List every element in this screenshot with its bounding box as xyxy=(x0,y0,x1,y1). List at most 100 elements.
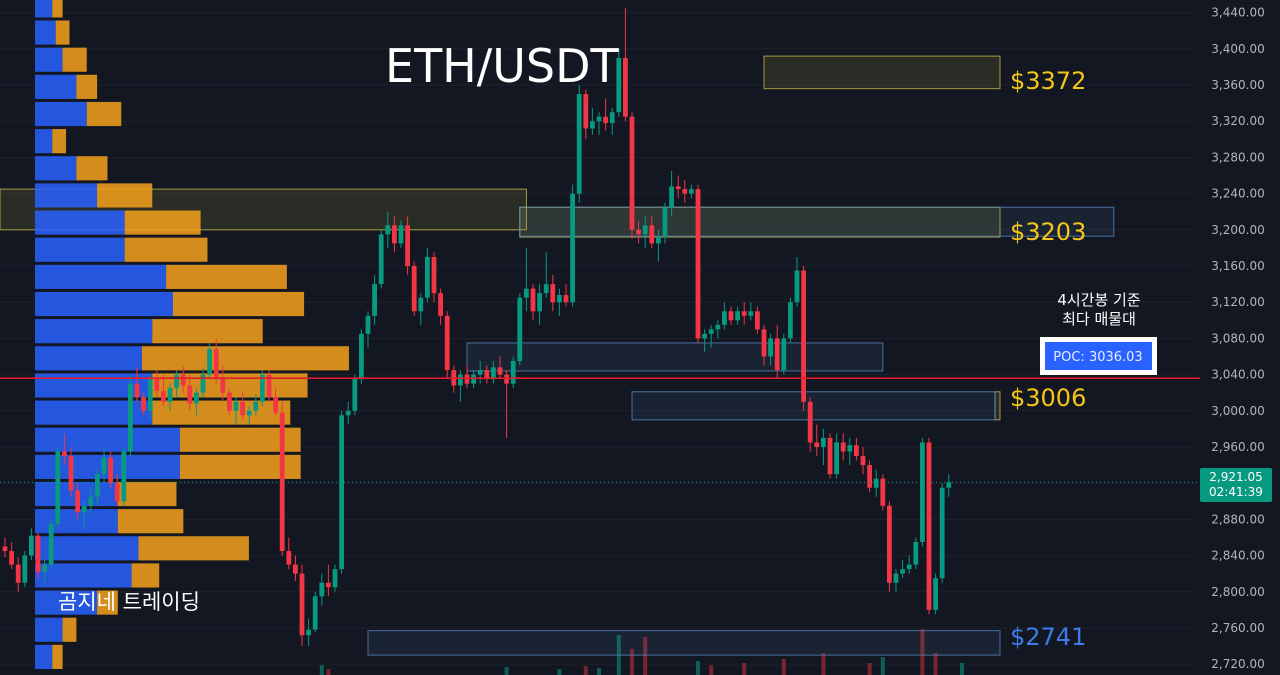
volume-profile-down xyxy=(125,211,201,235)
candle-up xyxy=(247,411,252,416)
candle-down xyxy=(841,442,846,451)
candle-up xyxy=(788,302,793,338)
candle-down xyxy=(108,458,113,483)
candle-down xyxy=(220,379,225,393)
y-tick-label: 3,320.00 xyxy=(1211,114,1264,128)
volume-profile-up xyxy=(35,21,56,45)
volume-bar xyxy=(782,659,786,675)
y-tick-label: 3,240.00 xyxy=(1211,187,1264,201)
candle-up xyxy=(234,402,239,411)
volume-bar xyxy=(597,668,601,675)
y-tick-label: 2,880.00 xyxy=(1211,512,1264,526)
volume-profile-up xyxy=(35,265,166,289)
volume-profile-up xyxy=(35,102,87,126)
candle-down xyxy=(887,506,892,583)
candle-down xyxy=(867,465,872,488)
y-tick-label: 3,120.00 xyxy=(1211,295,1264,309)
candle-down xyxy=(161,391,166,402)
candle-up xyxy=(748,311,753,316)
volume-bar xyxy=(868,663,872,675)
candle-up xyxy=(366,316,371,334)
candle-down xyxy=(762,329,767,356)
zone-yellow xyxy=(995,392,1000,420)
candle-up xyxy=(148,379,153,411)
y-tick-label: 3,000.00 xyxy=(1211,404,1264,418)
volume-profile-down xyxy=(173,292,304,316)
volume-bar xyxy=(557,669,561,675)
candle-up xyxy=(491,367,496,379)
chart-title: ETH/USDT xyxy=(385,39,620,93)
candle-up xyxy=(49,524,54,565)
candle-down xyxy=(861,456,866,465)
volume-profile-up xyxy=(35,618,63,642)
candle-down xyxy=(392,225,397,243)
level-label-3203: $3203 xyxy=(1010,218,1086,246)
candle-up xyxy=(22,556,27,583)
candle-up xyxy=(795,271,800,303)
candle-up xyxy=(121,452,126,502)
volume-profile-down xyxy=(87,102,122,126)
candle-up xyxy=(379,234,384,284)
volume-bar xyxy=(696,661,700,675)
volume-profile-down xyxy=(142,346,349,370)
volume-profile-down xyxy=(125,238,208,262)
candle-up xyxy=(82,506,87,512)
candle-up xyxy=(88,497,93,506)
candle-up xyxy=(201,375,206,393)
candle-down xyxy=(649,225,654,243)
volume-bar xyxy=(960,663,964,675)
volume-profile-up xyxy=(35,563,132,587)
candle-up xyxy=(570,194,575,303)
candle-down xyxy=(550,284,555,302)
y-tick-label: 3,080.00 xyxy=(1211,331,1264,345)
candle-up xyxy=(663,207,668,237)
candle-down xyxy=(214,349,219,379)
candle-up xyxy=(174,375,179,389)
candle-up xyxy=(656,237,661,243)
candle-down xyxy=(630,117,635,230)
y-tick-label: 2,840.00 xyxy=(1211,549,1264,563)
y-tick-label: 2,760.00 xyxy=(1211,621,1264,635)
candle-up xyxy=(352,379,357,411)
volume-profile-down xyxy=(76,75,97,99)
candle-up xyxy=(913,542,918,565)
candle-up xyxy=(722,311,727,325)
candle-down xyxy=(564,295,569,302)
candle-up xyxy=(537,293,542,311)
volume-bar xyxy=(584,666,588,675)
y-tick-label: 2,960.00 xyxy=(1211,440,1264,454)
candle-down xyxy=(273,397,278,412)
candle-down xyxy=(154,379,159,391)
volume-profile-up xyxy=(35,319,152,343)
candle-up xyxy=(253,402,258,411)
candle-down xyxy=(854,445,859,456)
candle-up xyxy=(920,442,925,542)
candle-down xyxy=(3,547,8,552)
volume-profile-up xyxy=(35,183,97,207)
candle-down xyxy=(583,94,588,128)
volume-bar xyxy=(821,653,825,675)
candle-up xyxy=(478,370,483,375)
volume-profile-down xyxy=(52,645,62,669)
candle-down xyxy=(141,397,146,411)
volume-bar xyxy=(326,669,330,675)
candle-up xyxy=(511,361,516,384)
candle-up xyxy=(544,284,549,293)
candle-down xyxy=(729,311,734,320)
candle-up xyxy=(894,574,899,583)
candle-up xyxy=(333,569,338,587)
candle-up xyxy=(517,298,522,361)
level-label-3006: $3006 xyxy=(1010,384,1086,412)
candle-up xyxy=(95,474,100,497)
volume-profile-up xyxy=(35,401,152,425)
current-price-value: 2,921.05 xyxy=(1209,470,1262,484)
volume-profile-down xyxy=(63,618,77,642)
level-label-2741: $2741 xyxy=(1010,623,1086,651)
candle-up xyxy=(471,375,476,384)
volume-bar xyxy=(881,657,885,675)
volume-bar xyxy=(505,667,509,675)
candle-down xyxy=(623,58,628,117)
candle-up xyxy=(847,445,852,451)
y-tick-label: 3,440.00 xyxy=(1211,6,1264,20)
candle-up xyxy=(821,438,826,447)
